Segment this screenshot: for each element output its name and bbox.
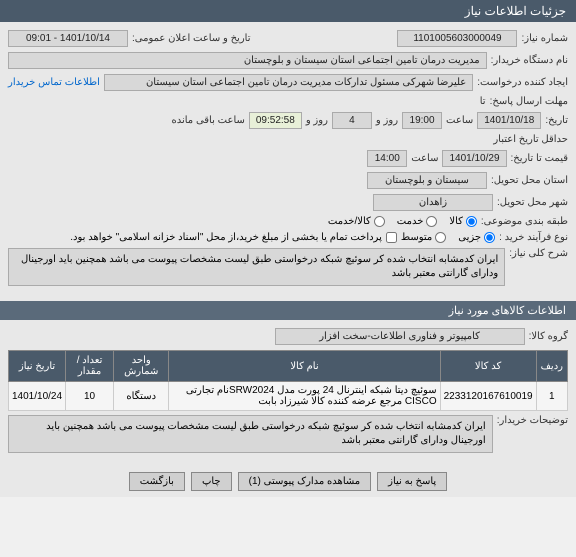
buyer-notes-value: ایران کدمشابه انتخاب شده کر سوئیچ شبکه د… [8,415,493,453]
print-button[interactable]: چاپ [191,472,232,491]
days-value: 4 [332,112,372,129]
province-value: سیستان و بلوچستان [367,172,487,189]
time1-label: ساعت [446,115,473,126]
radio-goods-input[interactable] [466,216,477,227]
goods-form-area: گروه کالا: کامپیوتر و فناوری اطلاعات-سخت… [0,320,576,466]
th-code: کد کالا [440,351,536,382]
price-label: قیمت تا تاریخ: [511,153,568,164]
main-container: جزئیات اطلاعات نیاز شماره نیاز: 11010056… [0,0,576,497]
payment-checkbox-row: پرداخت تمام یا بخشی از مبلغ خرید،از محل … [70,232,397,243]
row-deadline-label: حداقل تاریخ اعتبار [8,134,568,145]
contact-link[interactable]: اطلاعات تماس خریدار [8,77,100,88]
page-header: جزئیات اطلاعات نیاز [0,0,576,22]
purchase-type-label: نوع فرآیند خرید : [499,232,568,243]
footer-buttons: پاسخ به نیاز مشاهده مدارک پیوستی (1) چاپ… [0,466,576,497]
buyer-org-label: نام دستگاه خریدار: [491,55,568,66]
radio-medium-label: متوسط [401,232,432,243]
date1-value: 1401/10/18 [477,112,541,129]
page-title: جزئیات اطلاعات نیاز [465,4,566,18]
general-desc-value: ایران کدمشابه انتخاب شده کر سوئیچ شبکه د… [8,248,505,286]
category-radio-group: کالا خدمت کالا/خدمت [328,216,477,227]
goods-table-wrap: ردیف کد کالا نام کالا واحد شمارش تعداد /… [8,350,568,411]
public-datetime-value: 1401/10/14 - 09:01 [8,30,128,47]
row-goods-group: گروه کالا: کامپیوتر و فناوری اطلاعات-سخت… [8,328,568,345]
row-purchase-type: نوع فرآیند خرید : جزیی متوسط پرداخت تمام… [8,232,568,243]
buyer-notes-label: توضیحات خریدار: [497,415,568,426]
goods-table: ردیف کد کالا نام کالا واحد شمارش تعداد /… [8,350,568,411]
days-label: روز و [376,115,398,126]
th-qty: تعداد / مقدار [66,351,114,382]
goods-info-title: اطلاعات کالاهای مورد نیاز [0,301,576,320]
row-province: استان محل تحویل: سیستان و بلوچستان [8,172,568,189]
radio-goods-service[interactable]: کالا/خدمت [328,216,385,227]
table-row: 1 2233120167610019 سوئیچ دیتا شبکه اینتر… [9,382,568,411]
row-response-deadline: مهلت ارسال پاسخ: تا [8,96,568,107]
request-creator-value: علیرضا شهرکی مسئول تدارکات مدیریت درمان … [104,74,473,91]
row-date2: قیمت تا تاریخ: 1401/10/29 ساعت 14:00 [8,150,568,167]
attachments-button[interactable]: مشاهده مدارک پیوستی (1) [238,472,372,491]
city-value: زاهدان [373,194,493,211]
payment-note: پرداخت تمام یا بخشی از مبلغ خرید،از محل … [70,232,382,243]
dayword-label: روز و [306,115,328,126]
radio-service[interactable]: خدمت [397,216,438,227]
th-name: نام کالا [169,351,440,382]
row-need-number: شماره نیاز: 1101005603000049 تاریخ و ساع… [8,30,568,47]
row-general-desc: شرح کلی نیاز: ایران کدمشابه انتخاب شده ک… [8,248,568,286]
time1-value: 19:00 [402,112,442,129]
category-label: طبقه بندی موضوعی: [481,216,568,227]
radio-goods-service-label: کالا/خدمت [328,216,371,227]
purchase-radio-group: جزیی متوسط [401,232,495,243]
radio-goods-service-input[interactable] [374,216,385,227]
td-qty: 10 [66,382,114,411]
province-label: استان محل تحویل: [491,175,568,186]
row-request-creator: ایجاد کننده درخواست: علیرضا شهرکی مسئول … [8,74,568,91]
td-date: 1401/10/24 [9,382,66,411]
buyer-org-value: مدیریت درمان تامین اجتماعی استان سیستان … [8,52,487,69]
payment-checkbox[interactable] [386,232,397,243]
reply-button[interactable]: پاسخ به نیاز [377,472,447,491]
radio-goods[interactable]: کالا [449,216,477,227]
goods-group-value: کامپیوتر و فناوری اطلاعات-سخت افزار [275,328,525,345]
time2-value: 14:00 [367,150,407,167]
date2-value: 1401/10/29 [442,150,506,167]
need-number-value: 1101005603000049 [397,30,517,47]
radio-service-input[interactable] [426,216,437,227]
goods-group-label: گروه کالا: [529,331,568,342]
row-buyer-notes: توضیحات خریدار: ایران کدمشابه انتخاب شده… [8,415,568,453]
radio-goods-label: کالا [449,216,463,227]
td-row: 1 [536,382,567,411]
response-deadline-label: مهلت ارسال پاسخ: [490,96,568,107]
deadline-label: حداقل تاریخ اعتبار [493,134,568,145]
radio-medium[interactable]: متوسط [401,232,446,243]
back-button[interactable]: بازگشت [129,472,185,491]
td-unit: دستگاه [114,382,169,411]
form-area: شماره نیاز: 1101005603000049 تاریخ و ساع… [0,22,576,299]
radio-partial-input[interactable] [484,232,495,243]
radio-partial[interactable]: جزیی [458,232,495,243]
th-date: تاریخ نیاز [9,351,66,382]
radio-medium-input[interactable] [435,232,446,243]
timer-value: 09:52:58 [249,112,302,129]
th-row: ردیف [536,351,567,382]
row-city: شهر محل تحویل: زاهدان [8,194,568,211]
td-code: 2233120167610019 [440,382,536,411]
request-creator-label: ایجاد کننده درخواست: [477,77,568,88]
row-date1: تاریخ: 1401/10/18 ساعت 19:00 روز و 4 روز… [8,112,568,129]
table-header-row: ردیف کد کالا نام کالا واحد شمارش تعداد /… [9,351,568,382]
row-category: طبقه بندی موضوعی: کالا خدمت کالا/خدمت [8,216,568,227]
general-desc-label: شرح کلی نیاز: [509,248,568,259]
time2-label: ساعت [411,153,438,164]
radio-service-label: خدمت [397,216,424,227]
remain-label: ساعت باقی مانده [171,115,244,126]
public-datetime-label: تاریخ و ساعت اعلان عمومی: [132,33,251,44]
response-deadline-value: تا [480,96,486,107]
td-name: سوئیچ دیتا شبکه اینترنال 24 پورت مدل SRW… [169,382,440,411]
radio-partial-label: جزیی [458,232,481,243]
date1-label: تاریخ: [545,115,568,126]
city-label: شهر محل تحویل: [497,197,568,208]
th-unit: واحد شمارش [114,351,169,382]
row-buyer-org: نام دستگاه خریدار: مدیریت درمان تامین اج… [8,52,568,69]
need-number-label: شماره نیاز: [521,33,568,44]
